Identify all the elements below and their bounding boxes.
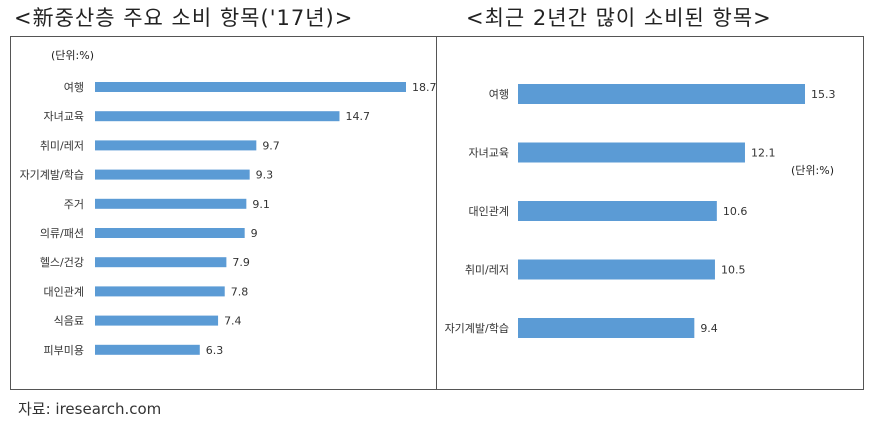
bar <box>95 315 219 326</box>
category-label: 의류/패션 <box>40 227 84 240</box>
right-bar-chart: (단위:%) 여행 15.3 자녀교육 12.1 대인관계 10.6 취미/레저 10.5 자기… <box>445 84 836 338</box>
value-label: 12.1 <box>751 147 776 160</box>
bar <box>518 318 695 338</box>
value-label: 14.7 <box>345 110 370 123</box>
bar <box>518 84 805 104</box>
category-label: 취미/레저 <box>40 139 84 152</box>
value-label: 7.4 <box>224 315 242 328</box>
bar <box>95 82 406 92</box>
bar <box>95 286 225 297</box>
bar <box>95 111 340 122</box>
category-label: 여행 <box>489 88 509 101</box>
source-note: 자료: iresearch.com <box>18 400 162 418</box>
left-chart-title: <新중산층 주요 소비 항목('17년)> <box>14 6 354 30</box>
value-label: 9.7 <box>262 139 280 152</box>
bar <box>518 259 715 280</box>
category-label: 자기계발/학습 <box>445 322 509 335</box>
value-label: 15.3 <box>811 88 836 101</box>
category-label: 피부미용 <box>44 344 84 357</box>
value-label: 7.8 <box>231 285 249 298</box>
category-label: 식음료 <box>54 315 84 328</box>
bar <box>95 257 227 268</box>
category-label: 주거 <box>64 198 84 211</box>
bar <box>95 169 250 180</box>
category-label: 자기계발/학습 <box>20 169 84 182</box>
value-label: 9.1 <box>252 198 269 211</box>
bar <box>95 198 247 209</box>
bar <box>518 201 717 221</box>
category-label: 헬스/건강 <box>40 256 84 269</box>
chart-divider <box>436 36 437 390</box>
value-label: 9 <box>251 227 258 240</box>
left-bar-chart: (단위:%) 여행 18.7 자녀교육 14.7 취미/레저 9.7 자기계발/학습 9.3 주… <box>20 49 436 357</box>
bar <box>95 344 200 355</box>
category-label: 취미/레저 <box>465 264 509 277</box>
bar <box>95 140 257 151</box>
category-label: 자녀교육 <box>469 147 509 160</box>
category-label: 대인관계 <box>44 285 84 298</box>
bar <box>95 228 245 238</box>
left-unit-label: (단위:%) <box>51 49 94 62</box>
category-label: 대인관계 <box>469 205 509 218</box>
value-label: 7.9 <box>232 256 250 269</box>
value-label: 10.6 <box>723 205 748 218</box>
value-label: 18.7 <box>412 81 436 94</box>
category-label: 자녀교육 <box>44 110 84 123</box>
category-label: 여행 <box>64 81 84 94</box>
right-chart-title: <최근 2년간 많이 소비된 항목> <box>466 6 772 30</box>
bar <box>518 142 745 163</box>
right-unit-label: (단위:%) <box>791 164 834 177</box>
value-label: 9.3 <box>256 169 274 182</box>
value-label: 9.4 <box>700 322 718 335</box>
value-label: 10.5 <box>721 264 746 277</box>
value-label: 6.3 <box>206 344 224 357</box>
chart-frame <box>10 36 864 390</box>
